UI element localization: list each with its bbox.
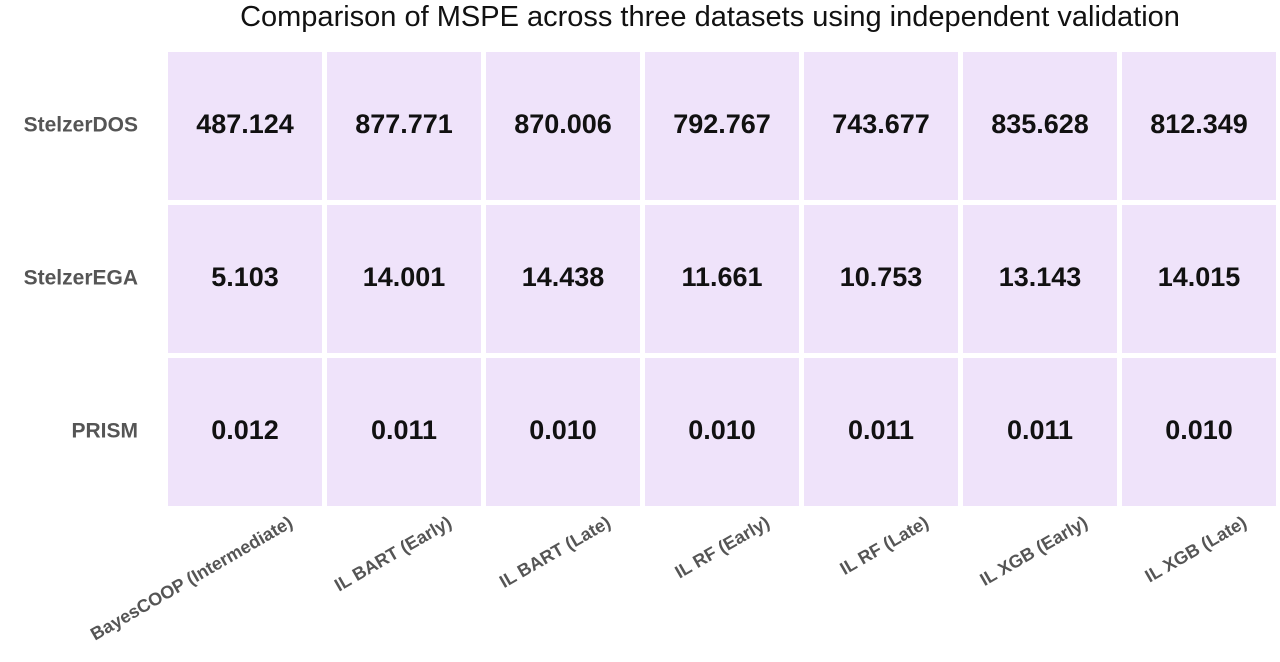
cell-value: 0.010: [529, 415, 597, 445]
heatmap-cell: [327, 358, 481, 506]
cell-value: 5.103: [211, 262, 279, 292]
heatmap-cell: [486, 358, 640, 506]
heatmap-cell: [168, 358, 322, 506]
row-label: StelzerEGA: [24, 267, 138, 290]
heatmap-cell: [645, 52, 799, 200]
heatmap-cell: [1122, 358, 1276, 506]
column-label: IL RF (Late): [837, 512, 932, 579]
cell-value: 0.010: [1165, 415, 1233, 445]
column-label: IL BART (Early): [331, 512, 455, 595]
heatmap-cell: [963, 205, 1117, 353]
heatmap-cell: [804, 52, 958, 200]
cell-value: 0.010: [688, 415, 756, 445]
heatmap-cell: [327, 205, 481, 353]
cell-value: 870.006: [514, 109, 612, 139]
heatmap-cell: [963, 358, 1117, 506]
column-label: BayesCOOP (Intermediate): [87, 512, 296, 644]
cell-value: 0.012: [211, 415, 279, 445]
cell-value: 743.677: [832, 109, 930, 139]
cell-value: 792.767: [673, 109, 771, 139]
cell-value: 14.438: [522, 262, 605, 292]
cell-value: 487.124: [196, 109, 294, 139]
cell-value: 0.011: [848, 415, 914, 445]
cell-value: 877.771: [355, 109, 453, 139]
row-label: StelzerDOS: [24, 114, 138, 137]
heatmap-cell: [327, 52, 481, 200]
chart-title: Comparison of MSPE across three datasets…: [240, 1, 1180, 33]
heatmap-cell: [963, 52, 1117, 200]
cell-value: 10.753: [840, 262, 923, 292]
heatmap-cell: [1122, 205, 1276, 353]
cell-value: 0.011: [371, 415, 437, 445]
heatmap-cell: [168, 205, 322, 353]
heatmap-cell: [804, 205, 958, 353]
heatmap-cell: [486, 205, 640, 353]
cell-value: 11.661: [681, 262, 762, 292]
column-label: IL XGB (Late): [1142, 512, 1250, 586]
cell-value: 14.015: [1158, 262, 1241, 292]
column-label: IL XGB (Early): [976, 512, 1091, 590]
heatmap-cell: [645, 205, 799, 353]
heatmap-cell: [168, 52, 322, 200]
heatmap-cell: [645, 358, 799, 506]
heatmap-cell: [804, 358, 958, 506]
row-label: PRISM: [71, 420, 138, 443]
cell-value: 14.001: [363, 262, 446, 292]
heatmap-cell: [1122, 52, 1276, 200]
cell-value: 0.011: [1007, 415, 1073, 445]
column-label: IL RF (Early): [671, 512, 773, 582]
cell-value: 812.349: [1150, 109, 1248, 139]
cell-value: 835.628: [991, 109, 1089, 139]
heatmap-cell: [486, 52, 640, 200]
cell-value: 13.143: [999, 262, 1082, 292]
column-label: IL BART (Late): [496, 512, 614, 592]
